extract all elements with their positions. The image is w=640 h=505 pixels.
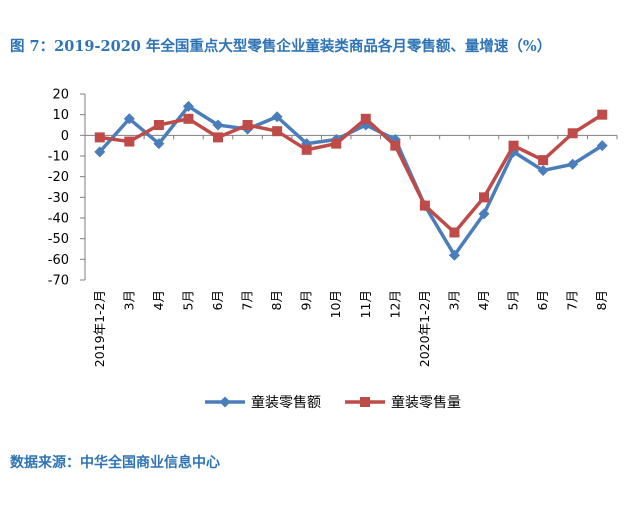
x-tick-label: 4月 [151, 290, 166, 310]
x-tick-label: 7月 [240, 290, 255, 310]
y-tick-label: 0 [61, 129, 69, 144]
data-point [153, 138, 165, 150]
data-point [94, 146, 106, 158]
data-point [360, 113, 371, 124]
x-tick-label: 4月 [476, 290, 491, 310]
legend-item: 童装零售量 [345, 394, 461, 411]
x-tick-label: 5月 [180, 290, 195, 310]
y-tick-label: -30 [48, 191, 69, 206]
x-tick-label: 3月 [446, 290, 461, 310]
x-tick-label: 2019年1-2月 [92, 290, 107, 367]
data-point [596, 140, 608, 152]
data-point [331, 138, 342, 149]
x-tick-label: 2020年1-2月 [417, 290, 432, 367]
x-tick-label: 6月 [210, 290, 225, 310]
x-axis-ticks: 2019年1-2月 3月 4月 5月 6月 7月 8月 9月 10月 11月 12月 2020年1-2… [84, 135, 618, 367]
series-line [98, 104, 604, 257]
data-source-note: 数据来源：中华全国商业信息中心 [10, 455, 220, 471]
y-tick-label: -70 [48, 274, 69, 289]
legend-marker [219, 396, 231, 408]
data-point [567, 128, 578, 139]
data-point [449, 227, 460, 238]
data-point [183, 113, 194, 124]
x-tick-label: 12月 [387, 290, 402, 318]
y-tick-label: -60 [48, 253, 69, 268]
data-point [567, 158, 579, 170]
series-2 [94, 109, 608, 238]
x-tick-label: 5月 [506, 290, 521, 310]
data-point [537, 164, 549, 176]
data-point [272, 126, 283, 137]
series-line [99, 113, 604, 235]
x-tick-label: 8月 [594, 290, 609, 310]
chart-axes [84, 94, 617, 280]
y-tick-label: 10 [52, 108, 69, 123]
series-1 [94, 100, 608, 261]
x-tick-label: 6月 [535, 290, 550, 310]
y-tick-label: -40 [48, 212, 69, 227]
data-point [153, 120, 164, 130]
data-point [478, 208, 490, 220]
x-tick-label: 10月 [328, 290, 343, 318]
x-tick-label: 11月 [358, 290, 373, 318]
data-point [182, 100, 194, 112]
data-point [212, 119, 224, 131]
data-point [271, 111, 283, 123]
x-tick-label: 9月 [299, 290, 314, 310]
chart-legend: 童装零售额 童装零售量 [205, 394, 461, 411]
y-tick-label: -10 [48, 150, 69, 165]
chart-series [94, 100, 608, 261]
legend-label: 童装零售额 [251, 394, 321, 411]
data-point [419, 200, 430, 211]
data-point [448, 249, 460, 261]
line-chart: 20 10 0 -10 -20 -30 -40 -50 -60 -70 2019年1-2月 3月 4月… [48, 88, 618, 411]
y-tick-label: -20 [48, 170, 69, 185]
data-point [242, 120, 253, 130]
legend-label: 童装零售量 [391, 394, 461, 411]
x-tick-label: 7月 [565, 290, 580, 310]
data-point [390, 140, 401, 151]
y-axis-ticks: 20 10 0 -10 -20 -30 -40 -50 -60 -70 [48, 88, 85, 289]
y-tick-label: -50 [48, 232, 69, 247]
data-point [479, 192, 489, 203]
legend-item: 童装零售额 [205, 394, 321, 411]
y-tick-label: 20 [52, 88, 69, 103]
data-point [123, 113, 135, 125]
data-point [124, 136, 135, 147]
data-point [597, 109, 608, 120]
x-tick-label: 3月 [121, 290, 136, 310]
legend-marker [360, 397, 370, 407]
chart-title: 图 7：2019-2020 年全国重点大型零售企业童装类商品各月零售额、量增速（… [10, 38, 552, 55]
data-point [213, 132, 223, 143]
x-tick-label: 8月 [269, 290, 284, 310]
data-point [301, 144, 312, 155]
data-point [94, 132, 105, 143]
data-point [508, 140, 519, 151]
data-point [538, 155, 549, 166]
